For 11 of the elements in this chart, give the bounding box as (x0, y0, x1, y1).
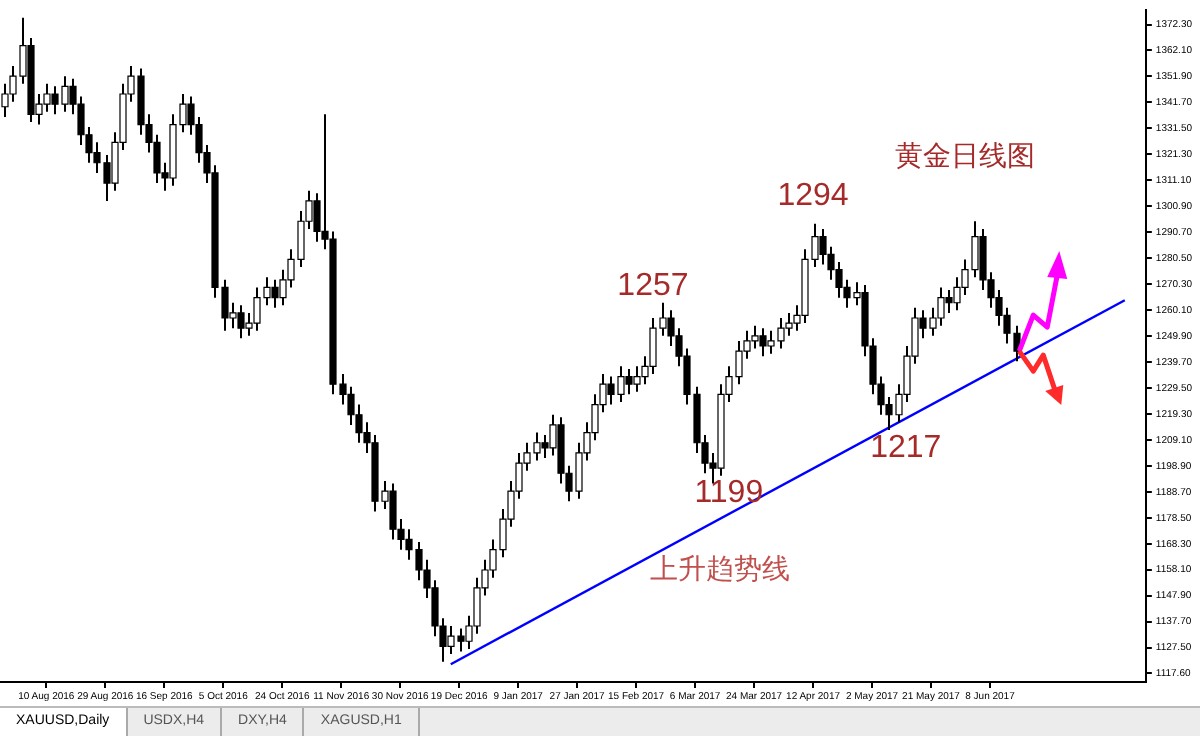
candlestick (625, 367, 633, 396)
annotation: 1217 (870, 430, 942, 465)
candlestick (271, 278, 279, 309)
annotation: 1294 (777, 178, 849, 213)
candlestick (945, 289, 953, 314)
annotation: 1199 (694, 476, 764, 511)
annotation: 1257 (617, 268, 689, 303)
text: 黄金日线图 (894, 141, 1035, 174)
candlestick (237, 304, 245, 340)
candlestick (759, 327, 767, 358)
annotation: 上升趋势线 (650, 554, 791, 587)
